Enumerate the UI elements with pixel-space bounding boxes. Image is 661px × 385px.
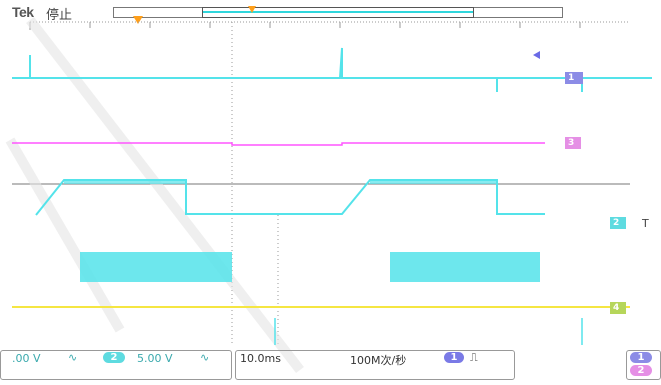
ch2-marker[interactable]: 2: [610, 217, 626, 229]
ch2-scale[interactable]: 5.00 V: [137, 352, 173, 365]
channel-readout-box: [0, 350, 232, 380]
horizontal-readout-box: [235, 350, 515, 380]
ch1-bandwidth-icon: ∿: [68, 351, 78, 364]
ch2-label[interactable]: 2: [103, 352, 125, 363]
trigger-source[interactable]: 1: [444, 352, 464, 363]
ch1-scale[interactable]: .00 V: [12, 352, 41, 365]
top-status-bar: Tek 停止: [0, 0, 661, 24]
ch4-waveform: [12, 252, 630, 308]
acquisition-status: 停止: [46, 8, 73, 23]
ch1-marker[interactable]: 1: [565, 72, 583, 84]
ch3-marker[interactable]: 3: [565, 137, 581, 149]
ch1-waveform: [12, 47, 652, 92]
ch3-waveform: [12, 142, 545, 146]
trigger-time-icon[interactable]: [133, 16, 143, 24]
ch2-waveform-fill: [64, 180, 186, 184]
trigger-position-icon: [248, 6, 256, 13]
ch2-bandwidth-icon: ∿: [200, 351, 210, 364]
trigger-arrow-icon: [533, 51, 540, 59]
ch4-marker[interactable]: 4: [610, 302, 626, 314]
timebase[interactable]: 10.0ms: [240, 352, 281, 365]
diagonal-grid-lines: [5, 16, 304, 374]
record-view-window[interactable]: [202, 7, 474, 18]
ch2-marker-label: Τ: [642, 217, 649, 230]
readout-panel: .00 V ∿ 2 5.00 V ∿ 10.0ms 100M次/秒 1 ⎍ 1 …: [0, 346, 661, 385]
right-channel-1[interactable]: 1: [630, 352, 652, 363]
ch2-waveform: [35, 179, 545, 216]
right-channel-2[interactable]: 2: [630, 365, 652, 376]
right-readout-box: [626, 350, 661, 380]
record-view-fill: [203, 11, 473, 13]
tek-logo: Tek: [12, 4, 34, 20]
rising-edge-icon: ⎍: [470, 351, 478, 364]
sample-rate[interactable]: 100M次/秒: [350, 354, 407, 367]
